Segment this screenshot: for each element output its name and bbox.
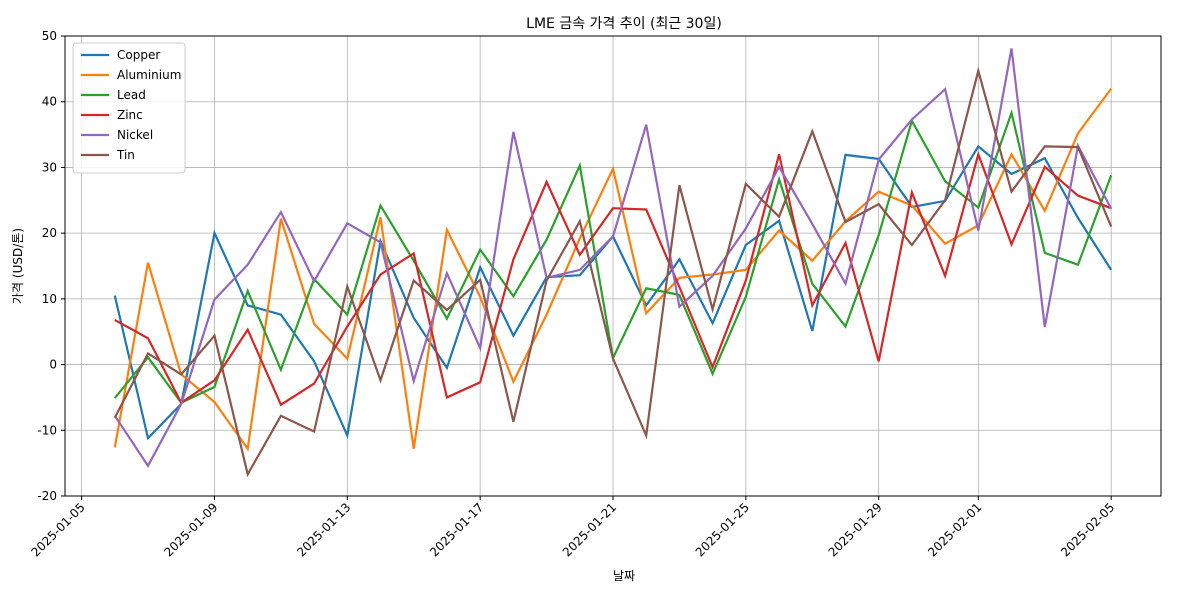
series-line-nickel (113, 48, 1113, 468)
y-tick-label: 10 (42, 292, 57, 306)
x-axis-label: 날짜 (613, 569, 635, 583)
legend-label: Tin (116, 148, 135, 162)
y-axis-ticks: -20 -10 0 10 20 30 40 50 (37, 29, 65, 503)
series-line-tin (113, 66, 1113, 478)
y-tick-label: 40 (42, 95, 57, 109)
y-tick-label: 20 (42, 226, 57, 240)
y-tick-label: -10 (37, 423, 57, 437)
y-tick-label: 30 (42, 160, 57, 174)
legend-label: Aluminium (117, 68, 181, 82)
series-layer (113, 48, 1113, 478)
legend-label: Copper (117, 48, 160, 62)
y-tick-label: -20 (37, 489, 57, 503)
legend: Copper Aluminium Lead Zinc Nickel Tin (72, 42, 186, 174)
series-line-aluminium (113, 87, 1113, 452)
y-axis-label: 가격 (USD/톤) (11, 228, 25, 304)
legend-label: Nickel (117, 128, 153, 142)
y-tick-label: 50 (42, 29, 57, 43)
legend-label: Zinc (117, 108, 143, 122)
legend-label: Lead (117, 88, 146, 102)
chart-title: LME 금속 가격 추이 (최근 30일) (526, 16, 722, 32)
series-line-zinc (114, 150, 1112, 407)
y-tick-label: 0 (49, 358, 57, 372)
